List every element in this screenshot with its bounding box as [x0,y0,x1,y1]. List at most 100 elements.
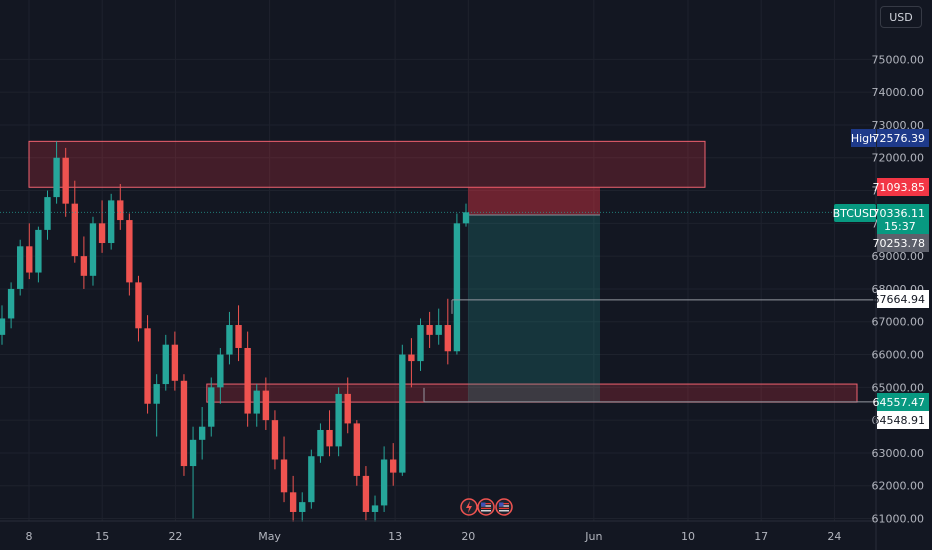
candle-up [208,387,215,427]
price-tag-red [877,178,929,196]
candle-down [117,200,124,221]
time-tick-label: 15 [95,530,109,543]
candle-down [362,475,370,512]
candle-up [153,384,160,404]
candle-down [135,282,142,329]
candle-down [80,256,88,276]
price-tick-label: 65000.00 [872,381,925,394]
candle-down [280,459,288,493]
supply-zone [28,140,706,188]
candle-down [289,492,297,512]
price-tick-label: 74000.00 [872,86,925,99]
flag-stripe [499,505,509,507]
candle-up [308,456,315,503]
candle-down [144,328,151,404]
time-tick-label: Jun [584,530,602,543]
flag-canton [499,502,504,507]
take-profit-area [468,215,600,402]
candle-up [89,223,97,276]
flag-stripe [499,503,509,505]
lightning-glyph [466,501,472,513]
price-tick-label: 66000.00 [872,349,925,362]
time-axis[interactable]: 8 15 22 May 13 20 Jun 10 17 24 [26,530,842,543]
price-tag-white [877,290,929,308]
price-lines [0,211,876,403]
time-tick-label: 22 [168,530,182,543]
candle-down [390,459,397,473]
flag-stripe [481,507,491,509]
price-tag-text: 71093.85 [873,181,926,194]
price-tag-text: 70253.78 [873,237,926,250]
high-label-text: High [851,132,876,145]
symbol-text: BTCUSD [833,207,878,220]
us-flag-icon [495,498,513,516]
candle-up [380,459,388,506]
candle-down [271,420,279,460]
candle-up [44,197,51,230]
price-tick-label: 67000.00 [872,316,925,329]
candles [0,141,470,522]
price-tick-label: 62000.00 [872,480,925,493]
price-tag-gray [877,234,929,252]
candle-up [371,505,379,512]
flag-canton [481,502,486,507]
candle-up [317,429,324,457]
candle-down [326,429,333,447]
candle-up [462,212,470,224]
flag-stripe [499,507,509,509]
symbol-tag [834,204,876,222]
price-axis[interactable]: 61000.0062000.0063000.0064000.0065000.00… [872,53,925,525]
candle-down [126,220,133,283]
candle-down [171,344,179,381]
candle-down [26,246,33,273]
time-tick-label: 10 [681,530,695,543]
short-position-tool[interactable] [468,187,600,402]
candle-up [53,157,60,198]
zones [28,140,858,403]
candle-up [107,200,115,244]
price-tick-label: 73000.00 [872,119,925,132]
time-tick-label: May [258,530,281,543]
candle-up [7,288,15,319]
candle-up [453,223,461,352]
candle-up [217,354,224,388]
candle-down [62,157,69,204]
time-tick-label: 24 [827,530,841,543]
candle-up [435,325,442,335]
currency-button[interactable]: USD [880,6,922,28]
candle-up [417,325,424,362]
event-icons[interactable] [460,498,513,516]
flag-stripe [481,505,491,507]
candle-up [253,390,260,414]
price-tag-white [877,411,929,429]
last-price-text: 70336.11 [873,207,926,220]
flag-stripe [481,503,491,505]
candle-down [262,390,270,421]
candle-up [189,439,197,467]
time-tick-label: 20 [461,530,475,543]
candle-down [235,325,242,348]
candle-up [17,246,24,289]
us-flag-icon [477,498,495,516]
candle-up [299,502,306,512]
time-tick-label: 17 [754,530,768,543]
time-tick-label: 13 [388,530,402,543]
candle-up [226,325,233,355]
price-tag-text: 67664.94 [873,293,926,306]
high-value-text: 72576.39 [873,132,926,145]
price-tick-label: 72000.00 [872,152,925,165]
price-tag-green [877,393,929,411]
candle-down [444,325,451,352]
price-tick-label: 75000.00 [872,53,925,66]
price-tag-text: 64557.47 [873,396,926,409]
stop-loss-area [468,187,600,216]
candle-down [71,203,78,257]
high-label-tag [851,129,876,147]
price-tick-label: 69000.00 [872,250,925,263]
price-tag-text: 64548.91 [873,414,926,427]
last-price-tag [877,204,929,234]
